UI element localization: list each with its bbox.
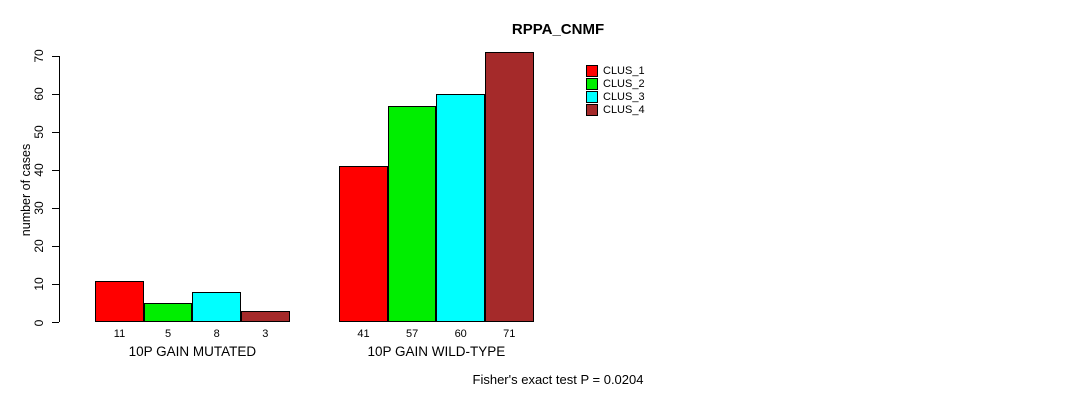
bar-clus_1-mutated — [95, 280, 144, 323]
fisher-test-note: Fisher's exact test P = 0.0204 — [472, 372, 644, 387]
legend-swatch-icon — [586, 90, 598, 103]
y-axis-tick-label: 70 — [32, 49, 46, 63]
bar-value-label: 41 — [357, 328, 370, 340]
y-axis-tick-label: 10 — [32, 277, 46, 292]
category-label: 10P GAIN WILD-TYPE — [367, 343, 506, 359]
y-axis-tick — [52, 55, 59, 57]
y-axis-tick — [52, 131, 59, 133]
y-axis-tick — [52, 93, 59, 95]
legend-item-clus_1: CLUS_1 — [586, 64, 645, 77]
legend-item-clus_2: CLUS_2 — [586, 77, 645, 90]
bar-value-label: 11 — [113, 328, 126, 340]
legend-label: CLUS_1 — [603, 64, 645, 77]
bar-clus_2-wild-type — [387, 105, 437, 323]
bar-clus_4-wild-type — [485, 52, 534, 323]
y-axis-line — [59, 56, 60, 323]
legend-item-clus_4: CLUS_4 — [586, 103, 645, 116]
y-axis-tick-label: 20 — [32, 239, 46, 254]
legend-swatch-icon — [586, 103, 598, 116]
legend-item-clus_3: CLUS_3 — [586, 90, 645, 103]
bar-value-label: 60 — [454, 328, 467, 340]
y-axis-label: number of cases — [19, 143, 33, 237]
bar-clus_3-wild-type — [436, 94, 485, 323]
bar-clus_1-wild-type — [339, 166, 388, 323]
y-axis-tick-label: 30 — [32, 201, 46, 215]
legend-swatch-icon — [586, 64, 598, 77]
legend-label: CLUS_2 — [603, 77, 645, 90]
bar-value-label: 71 — [503, 328, 516, 340]
category-label: 10P GAIN MUTATED — [128, 343, 257, 359]
legend-label: CLUS_4 — [603, 103, 645, 116]
y-axis-tick-label: 40 — [32, 163, 46, 177]
y-axis-tick — [52, 207, 59, 209]
bar-value-label: 3 — [262, 328, 269, 340]
y-axis-tick — [52, 245, 59, 247]
y-axis-tick — [52, 283, 59, 285]
legend-swatch-icon — [586, 77, 598, 90]
bar-value-label: 5 — [165, 328, 172, 340]
y-axis-tick-label: 60 — [32, 87, 46, 101]
legend: CLUS_1 CLUS_2 CLUS_3 CLUS_4 — [586, 64, 645, 116]
y-axis-tick — [52, 169, 59, 171]
y-axis-tick-label: 0 — [32, 319, 46, 326]
bar-clus_3-mutated — [192, 292, 241, 323]
bar-clus_4-mutated — [241, 311, 290, 323]
bar-value-label: 8 — [213, 328, 220, 340]
y-axis-tick-label: 50 — [32, 125, 46, 139]
legend-label: CLUS_3 — [603, 90, 645, 103]
bar-value-label: 57 — [405, 328, 419, 340]
y-axis-tick — [52, 322, 59, 323]
chart-title: RPPA_CNMF — [511, 21, 605, 38]
bar-clus_2-mutated — [143, 303, 193, 323]
